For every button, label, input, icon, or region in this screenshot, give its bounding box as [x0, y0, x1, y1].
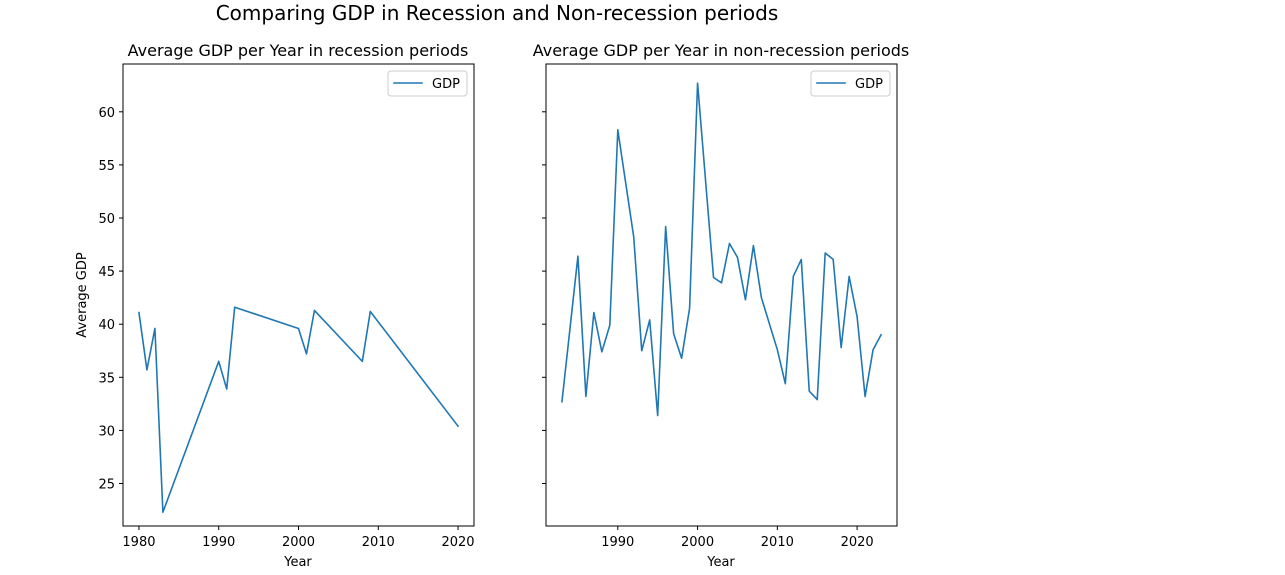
non-recession-chart-xlabel: Year: [706, 555, 735, 570]
x-tick-label: 2000: [282, 535, 315, 550]
recession-chart-series: [138, 306, 460, 513]
non-recession-chart-series: [561, 82, 883, 417]
legend-box: [810, 70, 891, 97]
non-recession-chart-x-ticks: 1990 2000 2010 2020: [601, 526, 874, 550]
y-tick-label: 60: [98, 106, 115, 121]
legend-box: [387, 70, 468, 97]
non-recession-chart: Average GDP per Year in non-recession pe…: [533, 41, 910, 570]
recession-chart-frame: [122, 63, 475, 527]
recession-chart-y-ticks: 25 30 35 40 45 50 55 60: [98, 106, 123, 493]
x-tick-label: 2020: [841, 535, 874, 550]
y-tick-label: 40: [98, 318, 115, 333]
x-tick-label: 2020: [441, 535, 474, 550]
figure-suptitle: Comparing GDP in Recession and Non-reces…: [216, 1, 779, 25]
y-tick-label: 35: [98, 371, 115, 386]
x-tick-label: 2000: [681, 535, 714, 550]
non-recession-chart-title: Average GDP per Year in non-recession pe…: [533, 41, 910, 60]
x-tick-label: 1980: [122, 535, 155, 550]
x-tick-label: 1990: [601, 535, 634, 550]
x-tick-label: 2010: [761, 535, 794, 550]
recession-chart-x-ticks: 1980 1990 2000 2010 2020: [122, 526, 475, 550]
legend-label: GDP: [432, 77, 460, 92]
x-tick-label: 1990: [202, 535, 235, 550]
y-tick-label: 55: [98, 159, 115, 174]
recession-chart-title: Average GDP per Year in recession period…: [128, 41, 469, 60]
recession-chart-ylabel: Average GDP: [75, 252, 90, 338]
x-tick-label: 2010: [362, 535, 395, 550]
y-tick-label: 25: [98, 478, 115, 493]
recession-chart-legend: GDP: [387, 70, 468, 97]
y-tick-label: 30: [98, 424, 115, 439]
y-tick-label: 50: [98, 212, 115, 227]
non-recession-chart-y-ticks: [542, 111, 546, 485]
legend-label: GDP: [855, 77, 883, 92]
y-tick-label: 45: [98, 265, 115, 280]
recession-chart-xlabel: Year: [283, 555, 312, 570]
recession-chart: Average GDP per Year in recession period…: [75, 41, 475, 570]
non-recession-chart-frame: [545, 63, 898, 527]
gdp-series-line: [561, 82, 883, 417]
gdp-series-line: [138, 306, 460, 513]
non-recession-chart-legend: GDP: [810, 70, 891, 97]
